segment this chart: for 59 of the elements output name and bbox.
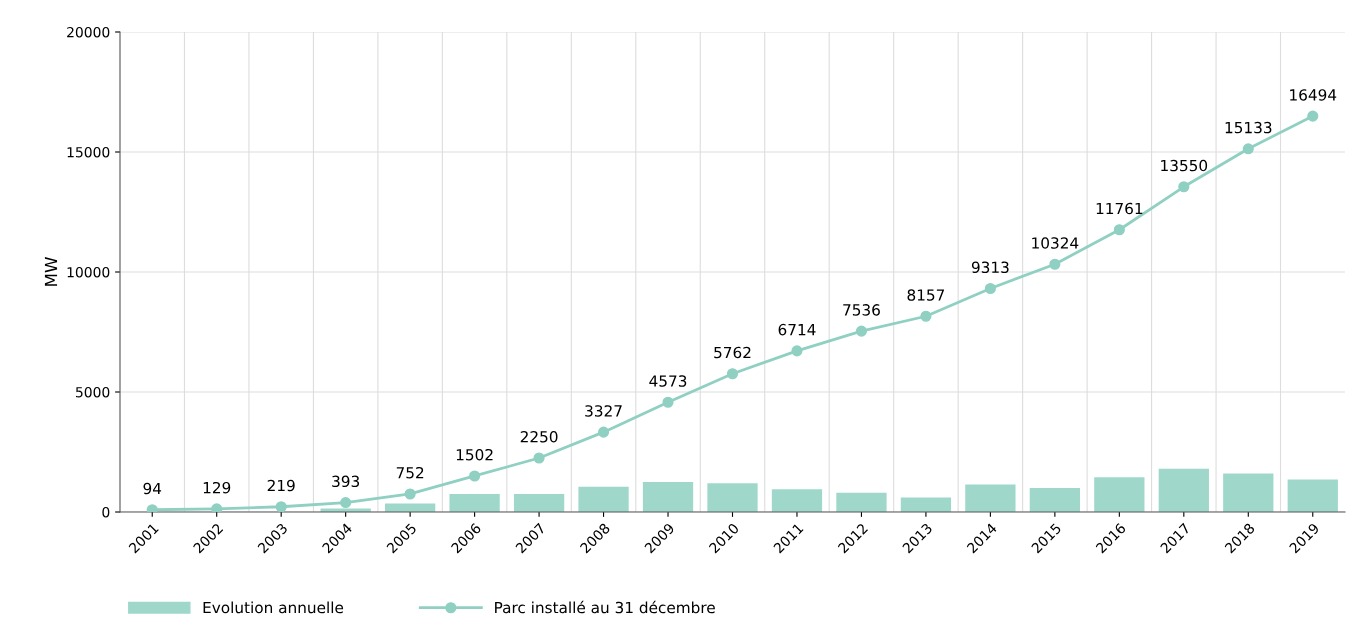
data-label: 219 xyxy=(267,479,295,492)
data-label: 16494 xyxy=(1290,89,1337,101)
bar xyxy=(1158,468,1209,512)
data-label: 8157 xyxy=(907,289,945,301)
data-label: 6714 xyxy=(778,323,816,336)
data-label: 2250 xyxy=(520,430,558,443)
y-tick-label: 5000 xyxy=(76,386,110,398)
point xyxy=(1178,181,1190,193)
point xyxy=(726,368,739,380)
data-label: 3327 xyxy=(585,405,622,417)
data-label: 9313 xyxy=(971,261,1009,274)
point xyxy=(404,488,416,500)
point xyxy=(791,345,803,357)
legend-label: Parc installé au 31 décembre xyxy=(495,600,715,614)
data-label: 4573 xyxy=(649,375,687,387)
point xyxy=(1113,224,1125,236)
point xyxy=(920,310,932,322)
bar xyxy=(1029,488,1081,512)
point xyxy=(662,396,674,408)
bar xyxy=(513,494,565,512)
data-label: 10324 xyxy=(1032,237,1079,249)
point xyxy=(340,497,352,509)
bar xyxy=(578,486,629,512)
point xyxy=(275,501,287,512)
bar xyxy=(1287,479,1338,512)
y-tick-label: 15000 xyxy=(67,146,110,158)
data-label: 7536 xyxy=(843,304,880,316)
point xyxy=(211,503,223,512)
point xyxy=(984,282,996,295)
data-label: 94 xyxy=(143,482,162,495)
point xyxy=(1307,110,1319,122)
data-label: 393 xyxy=(332,475,360,488)
data-label: 11761 xyxy=(1096,202,1143,215)
y-tick-label: 10000 xyxy=(67,266,110,278)
data-label: 13550 xyxy=(1161,159,1208,172)
point xyxy=(855,325,868,337)
point xyxy=(1242,143,1254,155)
point xyxy=(1049,258,1061,270)
bar xyxy=(449,494,500,512)
y-tick-label: 20000 xyxy=(67,26,110,38)
bar xyxy=(642,482,694,512)
point xyxy=(533,452,545,464)
point xyxy=(597,426,610,438)
data-label: 1502 xyxy=(456,448,493,461)
bar xyxy=(836,492,887,512)
data-label: 129 xyxy=(203,481,231,494)
legend-label: Evolution annuelle xyxy=(203,601,344,614)
data-label: 5762 xyxy=(714,346,751,359)
bar xyxy=(965,484,1016,512)
bar xyxy=(1223,473,1274,512)
bar xyxy=(1094,477,1145,512)
bar xyxy=(707,483,758,512)
data-label: 752 xyxy=(396,466,424,479)
point xyxy=(469,470,481,482)
y-tick-label: 0 xyxy=(102,506,110,518)
y-axis-title: MW xyxy=(44,257,58,286)
bar xyxy=(900,497,952,512)
data-label: 15133 xyxy=(1225,121,1272,134)
bar xyxy=(771,489,823,512)
